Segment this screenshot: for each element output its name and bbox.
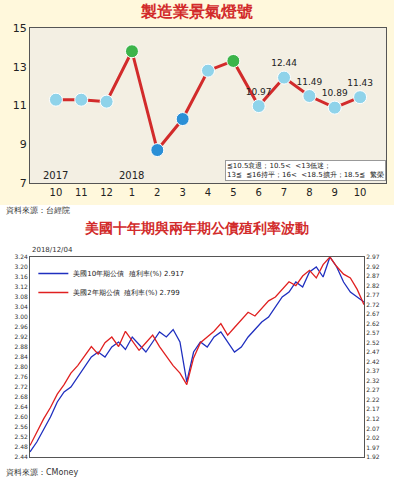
svg-text:2017: 2017 <box>43 170 68 181</box>
svg-text:9: 9 <box>20 138 27 151</box>
svg-text:製造業景氣燈號: 製造業景氣燈號 <box>140 2 253 21</box>
svg-text:3.16: 3.16 <box>14 273 28 280</box>
svg-text:13: 13 <box>13 61 27 74</box>
svg-text:11: 11 <box>75 187 88 198</box>
svg-text:3.08: 3.08 <box>14 293 28 300</box>
svg-text:10.89: 10.89 <box>322 88 348 98</box>
svg-text:7: 7 <box>281 187 287 198</box>
svg-text:2.48: 2.48 <box>14 443 28 450</box>
svg-text:2.42: 2.42 <box>366 358 380 365</box>
svg-text:2.47: 2.47 <box>366 348 380 355</box>
svg-text:2.57: 2.57 <box>366 329 380 336</box>
svg-text:6: 6 <box>256 187 262 198</box>
svg-text:10.97: 10.97 <box>246 87 272 97</box>
svg-text:2.76: 2.76 <box>14 373 28 380</box>
svg-text:2.72: 2.72 <box>366 301 380 308</box>
svg-text:12: 12 <box>100 187 113 198</box>
svg-text:2.72: 2.72 <box>14 383 28 390</box>
svg-text:2.80: 2.80 <box>14 363 28 370</box>
svg-text:9: 9 <box>332 187 338 198</box>
svg-text:2.62: 2.62 <box>366 320 380 327</box>
svg-text:2.84: 2.84 <box>14 353 28 360</box>
svg-text:2.60: 2.60 <box>14 413 28 420</box>
svg-text:10: 10 <box>354 187 367 198</box>
svg-text:2.32: 2.32 <box>366 377 380 384</box>
svg-text:3.04: 3.04 <box>14 303 28 310</box>
svg-text:12.44: 12.44 <box>271 58 297 68</box>
svg-text:2.27: 2.27 <box>366 386 380 393</box>
svg-text:3.12: 3.12 <box>14 283 28 290</box>
svg-text:2.64: 2.64 <box>14 403 28 410</box>
svg-text:2.96: 2.96 <box>14 323 28 330</box>
svg-text:15: 15 <box>13 22 27 35</box>
svg-text:2.88: 2.88 <box>14 343 28 350</box>
svg-text:2.92: 2.92 <box>366 263 380 270</box>
svg-text:2.97: 2.97 <box>366 253 380 260</box>
svg-text:2.37: 2.37 <box>366 367 380 374</box>
svg-text:2.17: 2.17 <box>366 405 380 412</box>
svg-text:2.44: 2.44 <box>14 453 28 460</box>
svg-text:美國10年期公債 殖利率(%) 2.917: 美國10年期公債 殖利率(%) 2.917 <box>73 270 184 278</box>
svg-text:3.24: 3.24 <box>14 253 28 260</box>
svg-text:11.49: 11.49 <box>296 77 322 87</box>
svg-text:10: 10 <box>50 187 63 198</box>
svg-text:1.97: 1.97 <box>366 444 380 451</box>
svg-text:3.00: 3.00 <box>14 313 28 320</box>
svg-text:2: 2 <box>154 187 160 198</box>
svg-text:2.12: 2.12 <box>366 415 380 422</box>
svg-text:2.52: 2.52 <box>366 339 380 346</box>
svg-text:2.02: 2.02 <box>366 434 380 441</box>
svg-text:2.56: 2.56 <box>14 423 28 430</box>
svg-text:2.77: 2.77 <box>366 291 380 298</box>
svg-text:11.43: 11.43 <box>347 78 373 88</box>
svg-text:2.52: 2.52 <box>14 433 28 440</box>
svg-text:2.92: 2.92 <box>14 333 28 340</box>
svg-text:2.68: 2.68 <box>14 393 28 400</box>
svg-text:7: 7 <box>20 177 27 190</box>
svg-text:2.22: 2.22 <box>366 396 380 403</box>
svg-text:2018/12/04: 2018/12/04 <box>32 246 73 254</box>
svg-text:3: 3 <box>179 187 185 198</box>
html-text:資料來源：台經院: 資料來源：台經院 <box>6 206 70 215</box>
html-text:資料來源：CMoney: 資料來源：CMoney <box>6 468 79 477</box>
svg-text:2.87: 2.87 <box>366 272 380 279</box>
svg-text:4: 4 <box>205 187 211 198</box>
svg-text:2.67: 2.67 <box>366 310 380 317</box>
svg-text:5: 5 <box>230 187 236 198</box>
svg-text:美國2年期公債 殖利率(%) 2.799: 美國2年期公債 殖利率(%) 2.799 <box>73 289 179 297</box>
svg-text:2.82: 2.82 <box>366 282 380 289</box>
svg-text:美國十年期與兩年期公債殖利率波動: 美國十年期與兩年期公債殖利率波動 <box>84 220 309 236</box>
svg-text:8: 8 <box>306 187 312 198</box>
svg-text:2.07: 2.07 <box>366 425 380 432</box>
svg-text:1.92: 1.92 <box>366 453 380 460</box>
svg-text:1: 1 <box>129 187 135 198</box>
svg-text:3.20: 3.20 <box>14 263 28 270</box>
svg-text:≦10.5衰退；10.5< <13低迷；13≦ ≦16持: ≦10.5衰退；10.5< <13低迷；13≦ ≦16持平；16< <18.5擴… <box>227 162 384 179</box>
svg-text:11: 11 <box>13 99 27 112</box>
svg-text:2018: 2018 <box>119 170 144 181</box>
